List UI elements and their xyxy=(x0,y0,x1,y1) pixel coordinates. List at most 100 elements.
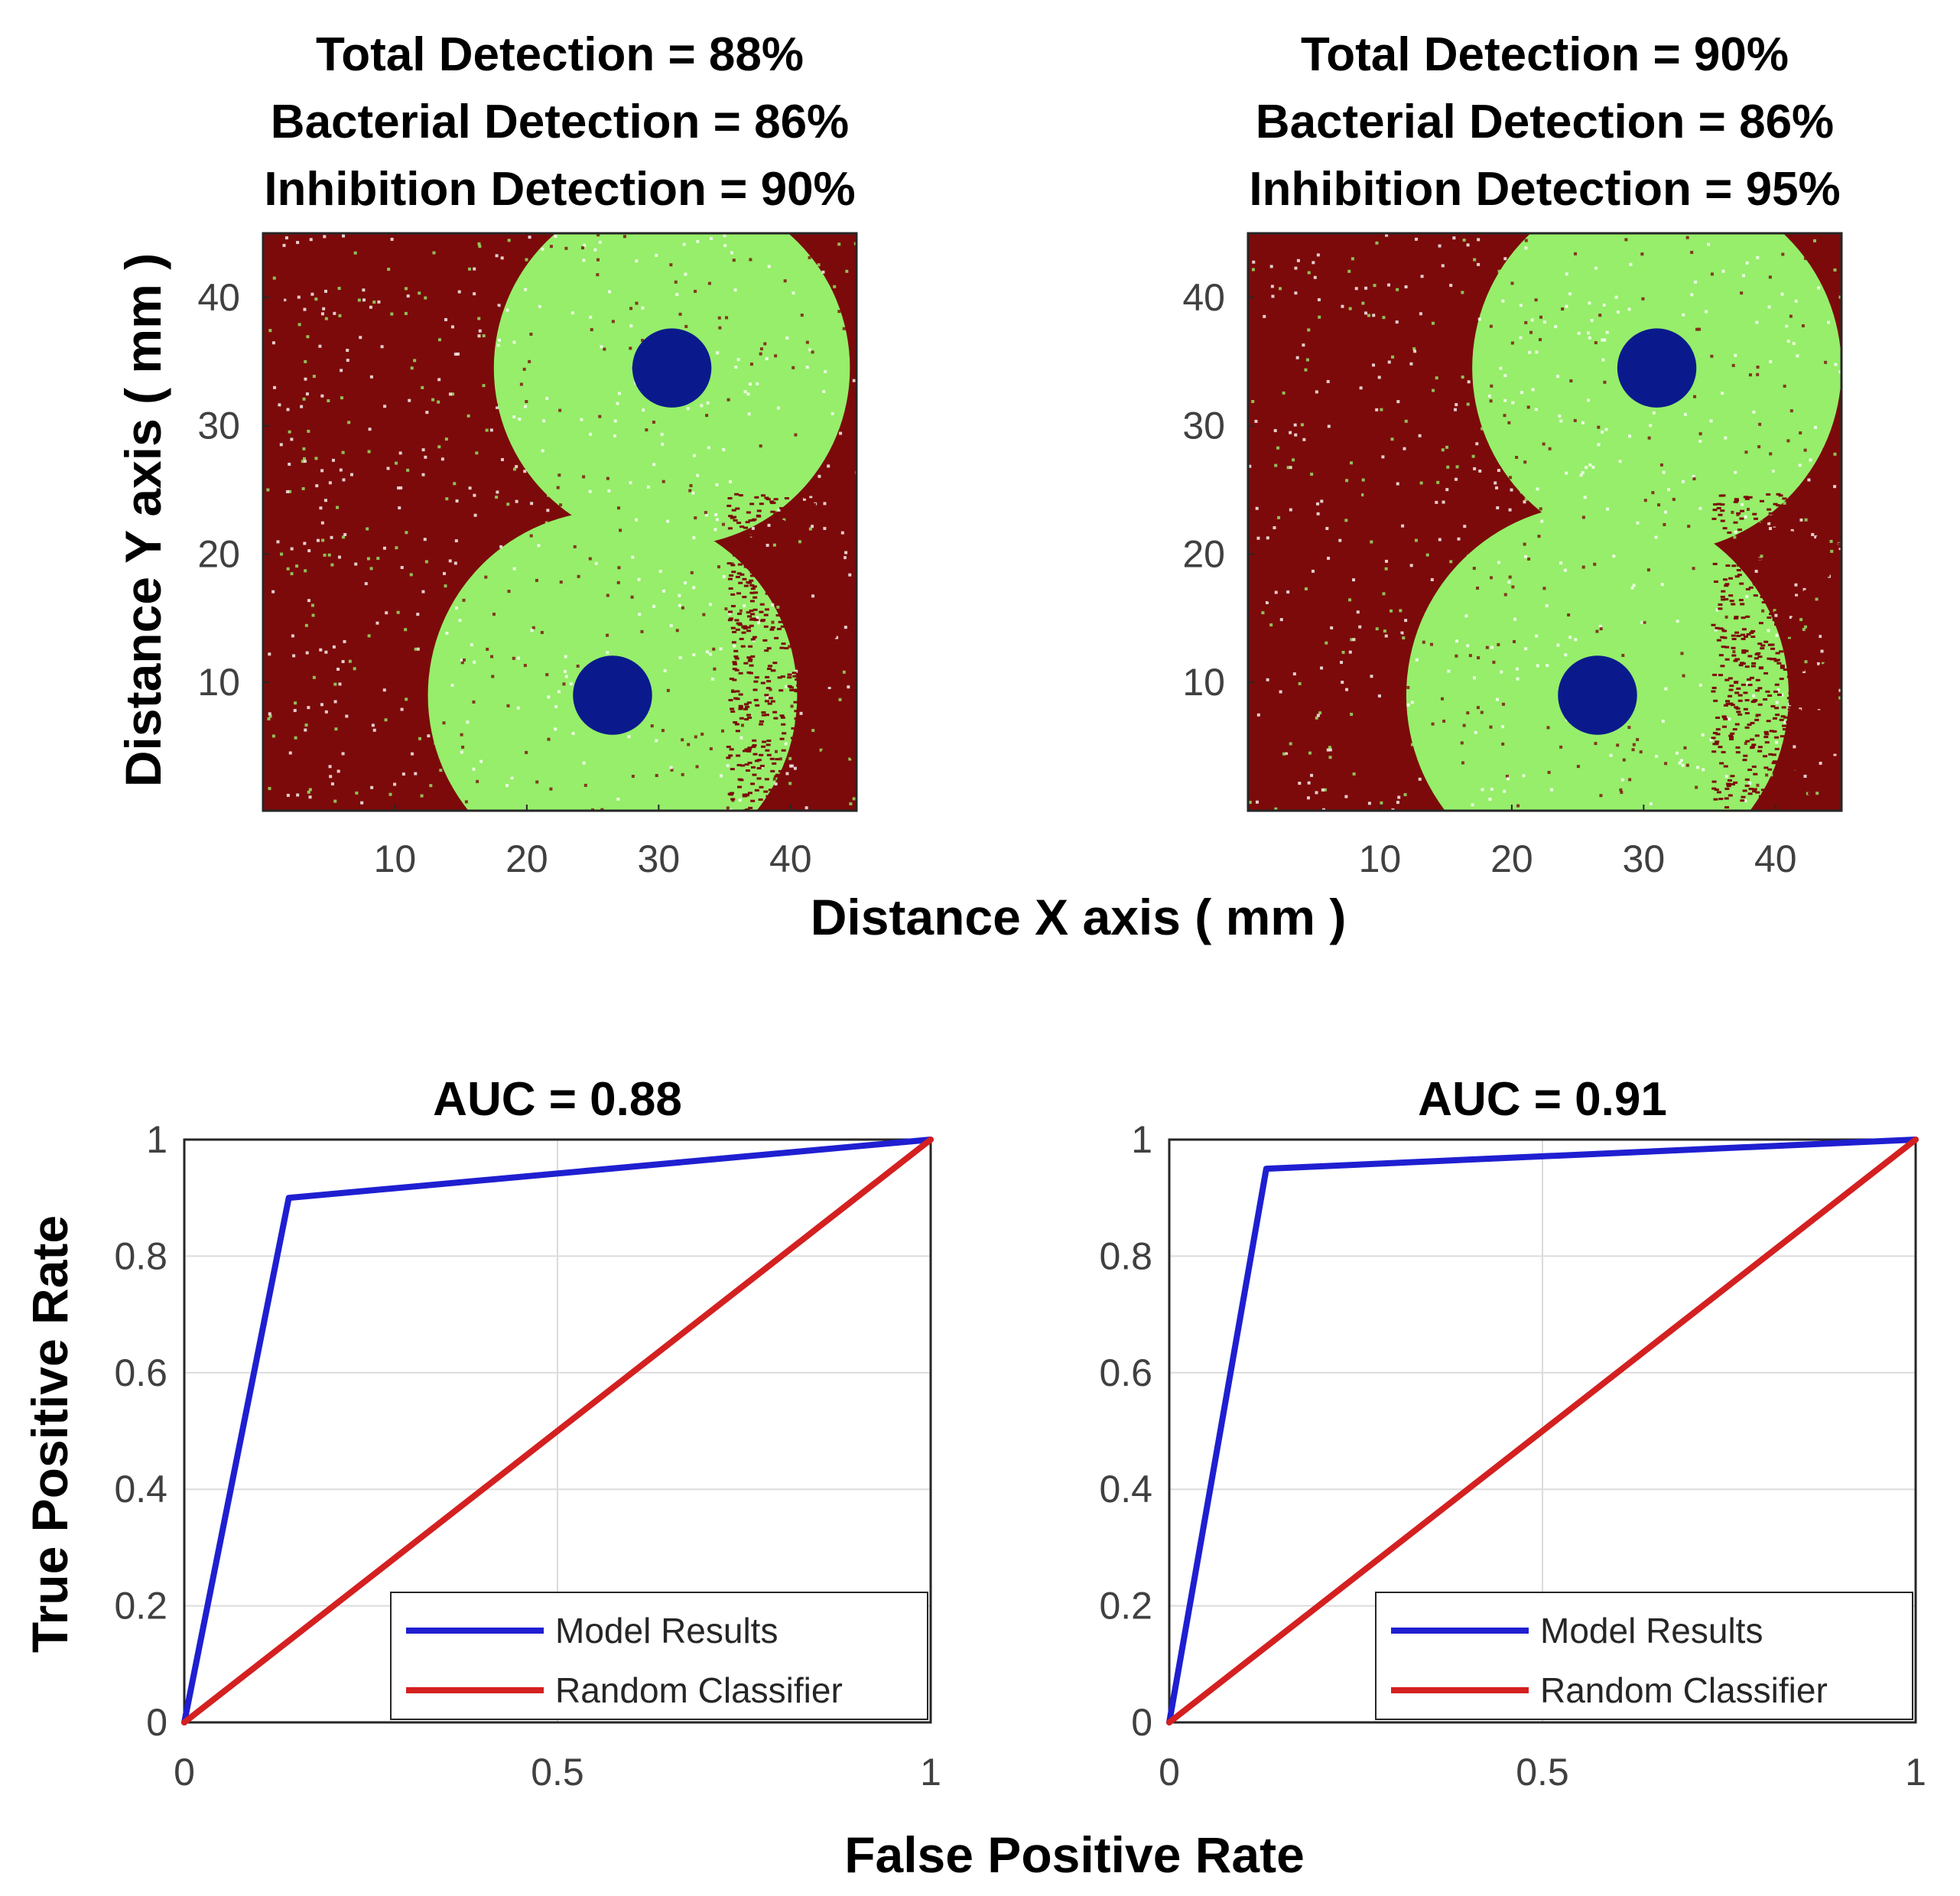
heatmap-speckle xyxy=(832,790,837,793)
heatmap-speckle xyxy=(1292,672,1296,676)
heatmap-speckle xyxy=(1835,780,1840,783)
heatmap-speckle xyxy=(1740,418,1744,422)
heatmap-speckle xyxy=(576,664,580,668)
heatmap-speckle xyxy=(1718,603,1723,607)
heatmap-speckle xyxy=(1375,408,1379,411)
heatmap-speckle xyxy=(1809,458,1812,462)
heatmap-speckle xyxy=(1728,688,1734,691)
heatmap-speckle xyxy=(356,629,360,633)
roc-y-tick-label: 1 xyxy=(1131,1118,1152,1161)
heatmap-speckle xyxy=(512,415,516,419)
heatmap-speckle xyxy=(733,779,736,782)
heatmap-speckle xyxy=(1829,667,1835,670)
heatmap-speckle xyxy=(822,603,827,607)
heatmap-speckle xyxy=(635,301,639,305)
heatmap-speckle xyxy=(1723,717,1728,720)
heatmap-speckle xyxy=(828,506,834,509)
heatmap-x-tick-label: 30 xyxy=(638,837,681,880)
heatmap-speckle xyxy=(798,692,804,695)
heatmap-speckle xyxy=(489,351,493,355)
heatmap-speckle xyxy=(804,806,808,810)
heatmap-speckle xyxy=(1773,533,1778,536)
heatmap-speckle xyxy=(766,739,772,742)
heatmap-speckle xyxy=(1401,524,1405,528)
heatmap-speckle xyxy=(582,259,586,262)
heatmap-speckle xyxy=(712,647,716,651)
heatmap-speckle xyxy=(1790,799,1796,802)
heatmap-speckle xyxy=(1476,706,1480,710)
heatmap-speckle xyxy=(817,632,822,635)
heatmap-speckle xyxy=(844,560,850,563)
heatmap-speckle xyxy=(320,730,324,734)
heatmap-speckle xyxy=(285,489,289,493)
heatmap-speckle xyxy=(1768,512,1773,515)
heatmap-speckle xyxy=(1789,754,1795,757)
heatmap-speckle xyxy=(661,729,665,733)
heatmap-speckle xyxy=(1735,751,1741,754)
heatmap-speckle xyxy=(1312,261,1315,265)
heatmap-speckle xyxy=(473,660,476,664)
heatmap-speckle xyxy=(1785,774,1790,777)
heatmap-speckle xyxy=(1816,662,1820,665)
heatmap-speckle xyxy=(774,775,779,778)
heatmap-speckle xyxy=(535,780,539,784)
roc-random-classifier-line xyxy=(181,1137,934,1725)
heatmap-speckle xyxy=(759,723,764,726)
heatmap-speckle xyxy=(834,457,837,460)
heatmap-speckle xyxy=(1310,366,1314,369)
heatmap-speckle xyxy=(743,703,749,706)
heatmap-speckle xyxy=(808,502,813,506)
heatmap-speckle xyxy=(666,519,670,523)
heatmap-speckle xyxy=(1524,239,1528,242)
heatmap-speckle xyxy=(1783,668,1788,672)
heatmap-speckle xyxy=(1328,756,1332,759)
heatmap-speckle xyxy=(823,720,828,723)
heatmap-speckle xyxy=(1593,562,1597,566)
heatmap-speckle xyxy=(652,607,656,611)
heatmap-speckle xyxy=(835,795,839,798)
heatmap-speckle xyxy=(769,628,775,631)
heatmap-speckle xyxy=(1445,488,1449,492)
heatmap-speckle xyxy=(1737,694,1743,697)
heatmap-speckle xyxy=(1444,685,1448,688)
heatmap-speckle xyxy=(574,647,577,651)
roc-y-tick-label: 0.6 xyxy=(114,1351,167,1394)
heatmap-speckle xyxy=(731,509,736,512)
heatmap-speckle xyxy=(1604,769,1607,772)
heatmap-speckle xyxy=(1391,355,1395,359)
heatmap-speckle xyxy=(652,420,655,424)
heatmap-speckle xyxy=(320,469,324,473)
heatmap-speckle xyxy=(482,384,486,388)
heatmap-speckle xyxy=(1581,470,1585,474)
heatmap-speckle xyxy=(777,676,782,679)
heatmap-speckle xyxy=(1761,600,1767,603)
heatmap-speckle xyxy=(309,238,313,242)
heatmap-speckle xyxy=(1620,432,1624,436)
heatmap-speckle xyxy=(388,792,392,796)
heatmap-speckle xyxy=(749,624,754,627)
heatmap-speckle xyxy=(768,697,773,700)
heatmap-speckle xyxy=(769,500,775,503)
heatmap-speckle xyxy=(1838,646,1841,649)
heatmap-speckle xyxy=(664,612,668,616)
heatmap-speckle xyxy=(360,801,364,805)
heatmap-speckle xyxy=(1685,763,1689,767)
heatmap-speckle xyxy=(759,753,764,756)
heatmap-speckle xyxy=(339,468,343,472)
heatmap-speckle xyxy=(770,571,775,574)
heatmap-speckle xyxy=(643,281,647,285)
heatmap-speckle xyxy=(1523,460,1527,464)
heatmap-speckle xyxy=(554,234,557,238)
heatmap-speckle xyxy=(796,676,801,679)
heatmap-speckle xyxy=(775,533,781,536)
heatmap-speckle xyxy=(793,749,798,752)
heatmap-speckle xyxy=(1712,673,1718,676)
heatmap-speckle xyxy=(1722,636,1728,639)
heatmap-speckle xyxy=(1643,499,1647,502)
heatmap-speckle xyxy=(1670,266,1674,270)
heatmap-speckle xyxy=(1497,561,1500,564)
heatmap-speckle xyxy=(1720,595,1725,598)
heatmap-speckle xyxy=(700,404,704,408)
heatmap-speckle xyxy=(450,684,454,688)
heatmap-speckle xyxy=(1554,626,1558,629)
